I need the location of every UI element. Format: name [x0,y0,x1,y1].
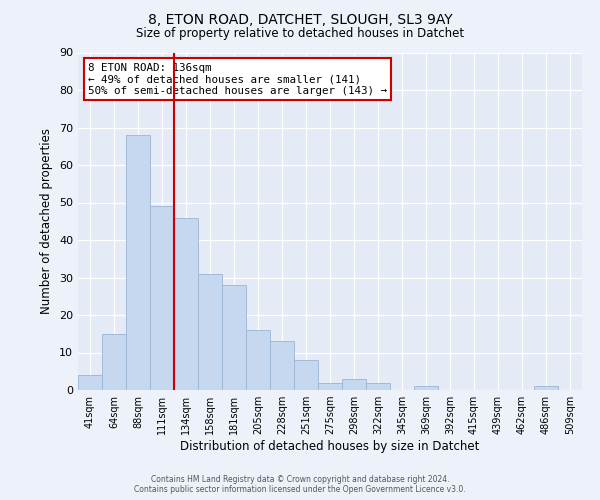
Bar [246,330,270,390]
Bar [222,285,246,390]
Text: Contains HM Land Registry data © Crown copyright and database right 2024.
Contai: Contains HM Land Registry data © Crown c… [134,474,466,494]
Bar [318,382,342,390]
Bar [414,386,438,390]
Bar [126,135,150,390]
Bar [198,274,222,390]
Text: 8 ETON ROAD: 136sqm
← 49% of detached houses are smaller (141)
50% of semi-detac: 8 ETON ROAD: 136sqm ← 49% of detached ho… [88,62,387,96]
Bar [270,341,294,390]
Bar [366,382,390,390]
Bar [78,375,102,390]
Text: Size of property relative to detached houses in Datchet: Size of property relative to detached ho… [136,28,464,40]
Bar [294,360,318,390]
Y-axis label: Number of detached properties: Number of detached properties [40,128,53,314]
Bar [174,218,198,390]
Bar [342,379,366,390]
Text: 8, ETON ROAD, DATCHET, SLOUGH, SL3 9AY: 8, ETON ROAD, DATCHET, SLOUGH, SL3 9AY [148,12,452,26]
Bar [150,206,174,390]
Bar [102,334,126,390]
Bar [534,386,558,390]
X-axis label: Distribution of detached houses by size in Datchet: Distribution of detached houses by size … [181,440,479,453]
